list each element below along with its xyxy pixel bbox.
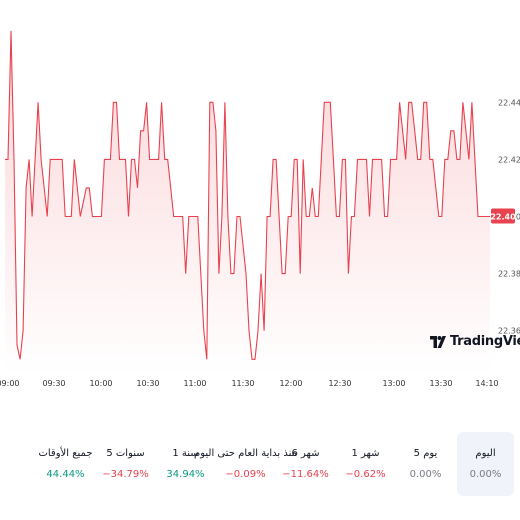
period-label: 5 سنوات <box>106 448 145 459</box>
period-label: 5 يوم <box>413 448 438 459</box>
period-change-value: 0.00% <box>409 469 442 480</box>
x-tick-label: 13:00 <box>382 379 405 388</box>
period-tab[interactable]: منذ بداية العام حتى اليوم −0.09% <box>194 432 297 496</box>
last-price-label: 22.40 <box>490 213 516 222</box>
x-tick-label: 09:30 <box>42 379 65 388</box>
period-change-value: −11.64% <box>282 469 329 480</box>
period-tab[interactable]: 6 شهر −11.64% <box>277 432 334 496</box>
chart-canvas[interactable]: 22.44 22.42 22.40 22.38 22.36 09:00 09:30 10:0… <box>0 0 520 395</box>
period-tab[interactable]: اليوم 0.00% <box>457 432 514 496</box>
y-tick-label: 22.36 <box>498 327 520 336</box>
y-tick-label: 22.44 <box>498 98 520 107</box>
last-price-badge: 22.40 <box>490 208 516 224</box>
period-label: 1 سنة <box>172 448 199 459</box>
period-tab[interactable]: جميع الأوقات 44.44% <box>37 432 94 496</box>
period-change-value: 0.00% <box>469 469 502 480</box>
period-label: منذ بداية العام حتى اليوم <box>194 448 297 459</box>
x-tick-label: 09:00 <box>0 379 20 388</box>
y-tick-label: 22.38 <box>498 270 520 279</box>
price-series-line <box>5 30 490 360</box>
tradingview-icon <box>430 335 446 348</box>
performance-periods: اليوم 0.00% 5 يوم 0.00% 1 شهر −0.62% 6 شهر −11.… <box>0 432 520 512</box>
y-tick-label: 22.42 <box>498 155 520 164</box>
period-change-value: 44.44% <box>46 469 85 480</box>
period-change-value: −34.79% <box>102 469 149 480</box>
period-change-value: −0.09% <box>225 469 266 480</box>
last-price-badge-bg <box>491 208 515 224</box>
x-tick-label: 11:30 <box>231 379 254 388</box>
period-tab[interactable]: 1 سنة 34.94% <box>157 432 214 496</box>
price-chart[interactable]: 22.44 22.42 22.40 22.38 22.36 09:00 09:30 10:0… <box>0 0 520 395</box>
x-tick-label: 13:30 <box>429 379 452 388</box>
period-tab[interactable]: 5 يوم 0.00% <box>397 432 454 496</box>
period-label: 1 شهر <box>351 448 380 459</box>
period-label: اليوم <box>475 448 496 459</box>
period-label: جميع الأوقات <box>38 448 93 459</box>
period-label: 6 شهر <box>291 448 320 459</box>
x-axis: 09:00 09:30 10:00 10:30 11:00 11:30 12:00 12:30… <box>0 379 499 388</box>
tradingview-wordmark: TradingView <box>450 334 520 349</box>
tradingview-logo[interactable]: TradingView <box>430 334 520 349</box>
x-tick-label: 10:00 <box>89 379 112 388</box>
price-area <box>5 30 490 376</box>
period-change-value: 34.94% <box>166 469 205 480</box>
period-change-value: −0.62% <box>345 469 386 480</box>
price-line <box>5 30 490 360</box>
x-tick-label: 11:00 <box>183 379 206 388</box>
x-tick-label: 12:00 <box>279 379 302 388</box>
x-tick-label: 10:30 <box>136 379 159 388</box>
period-tab[interactable]: 1 شهر −0.62% <box>337 432 394 496</box>
x-tick-label: 12:30 <box>328 379 351 388</box>
price-area-fill <box>5 30 490 376</box>
period-tab[interactable]: 5 سنوات −34.79% <box>97 432 154 496</box>
x-tick-label: 14:10 <box>475 379 498 388</box>
